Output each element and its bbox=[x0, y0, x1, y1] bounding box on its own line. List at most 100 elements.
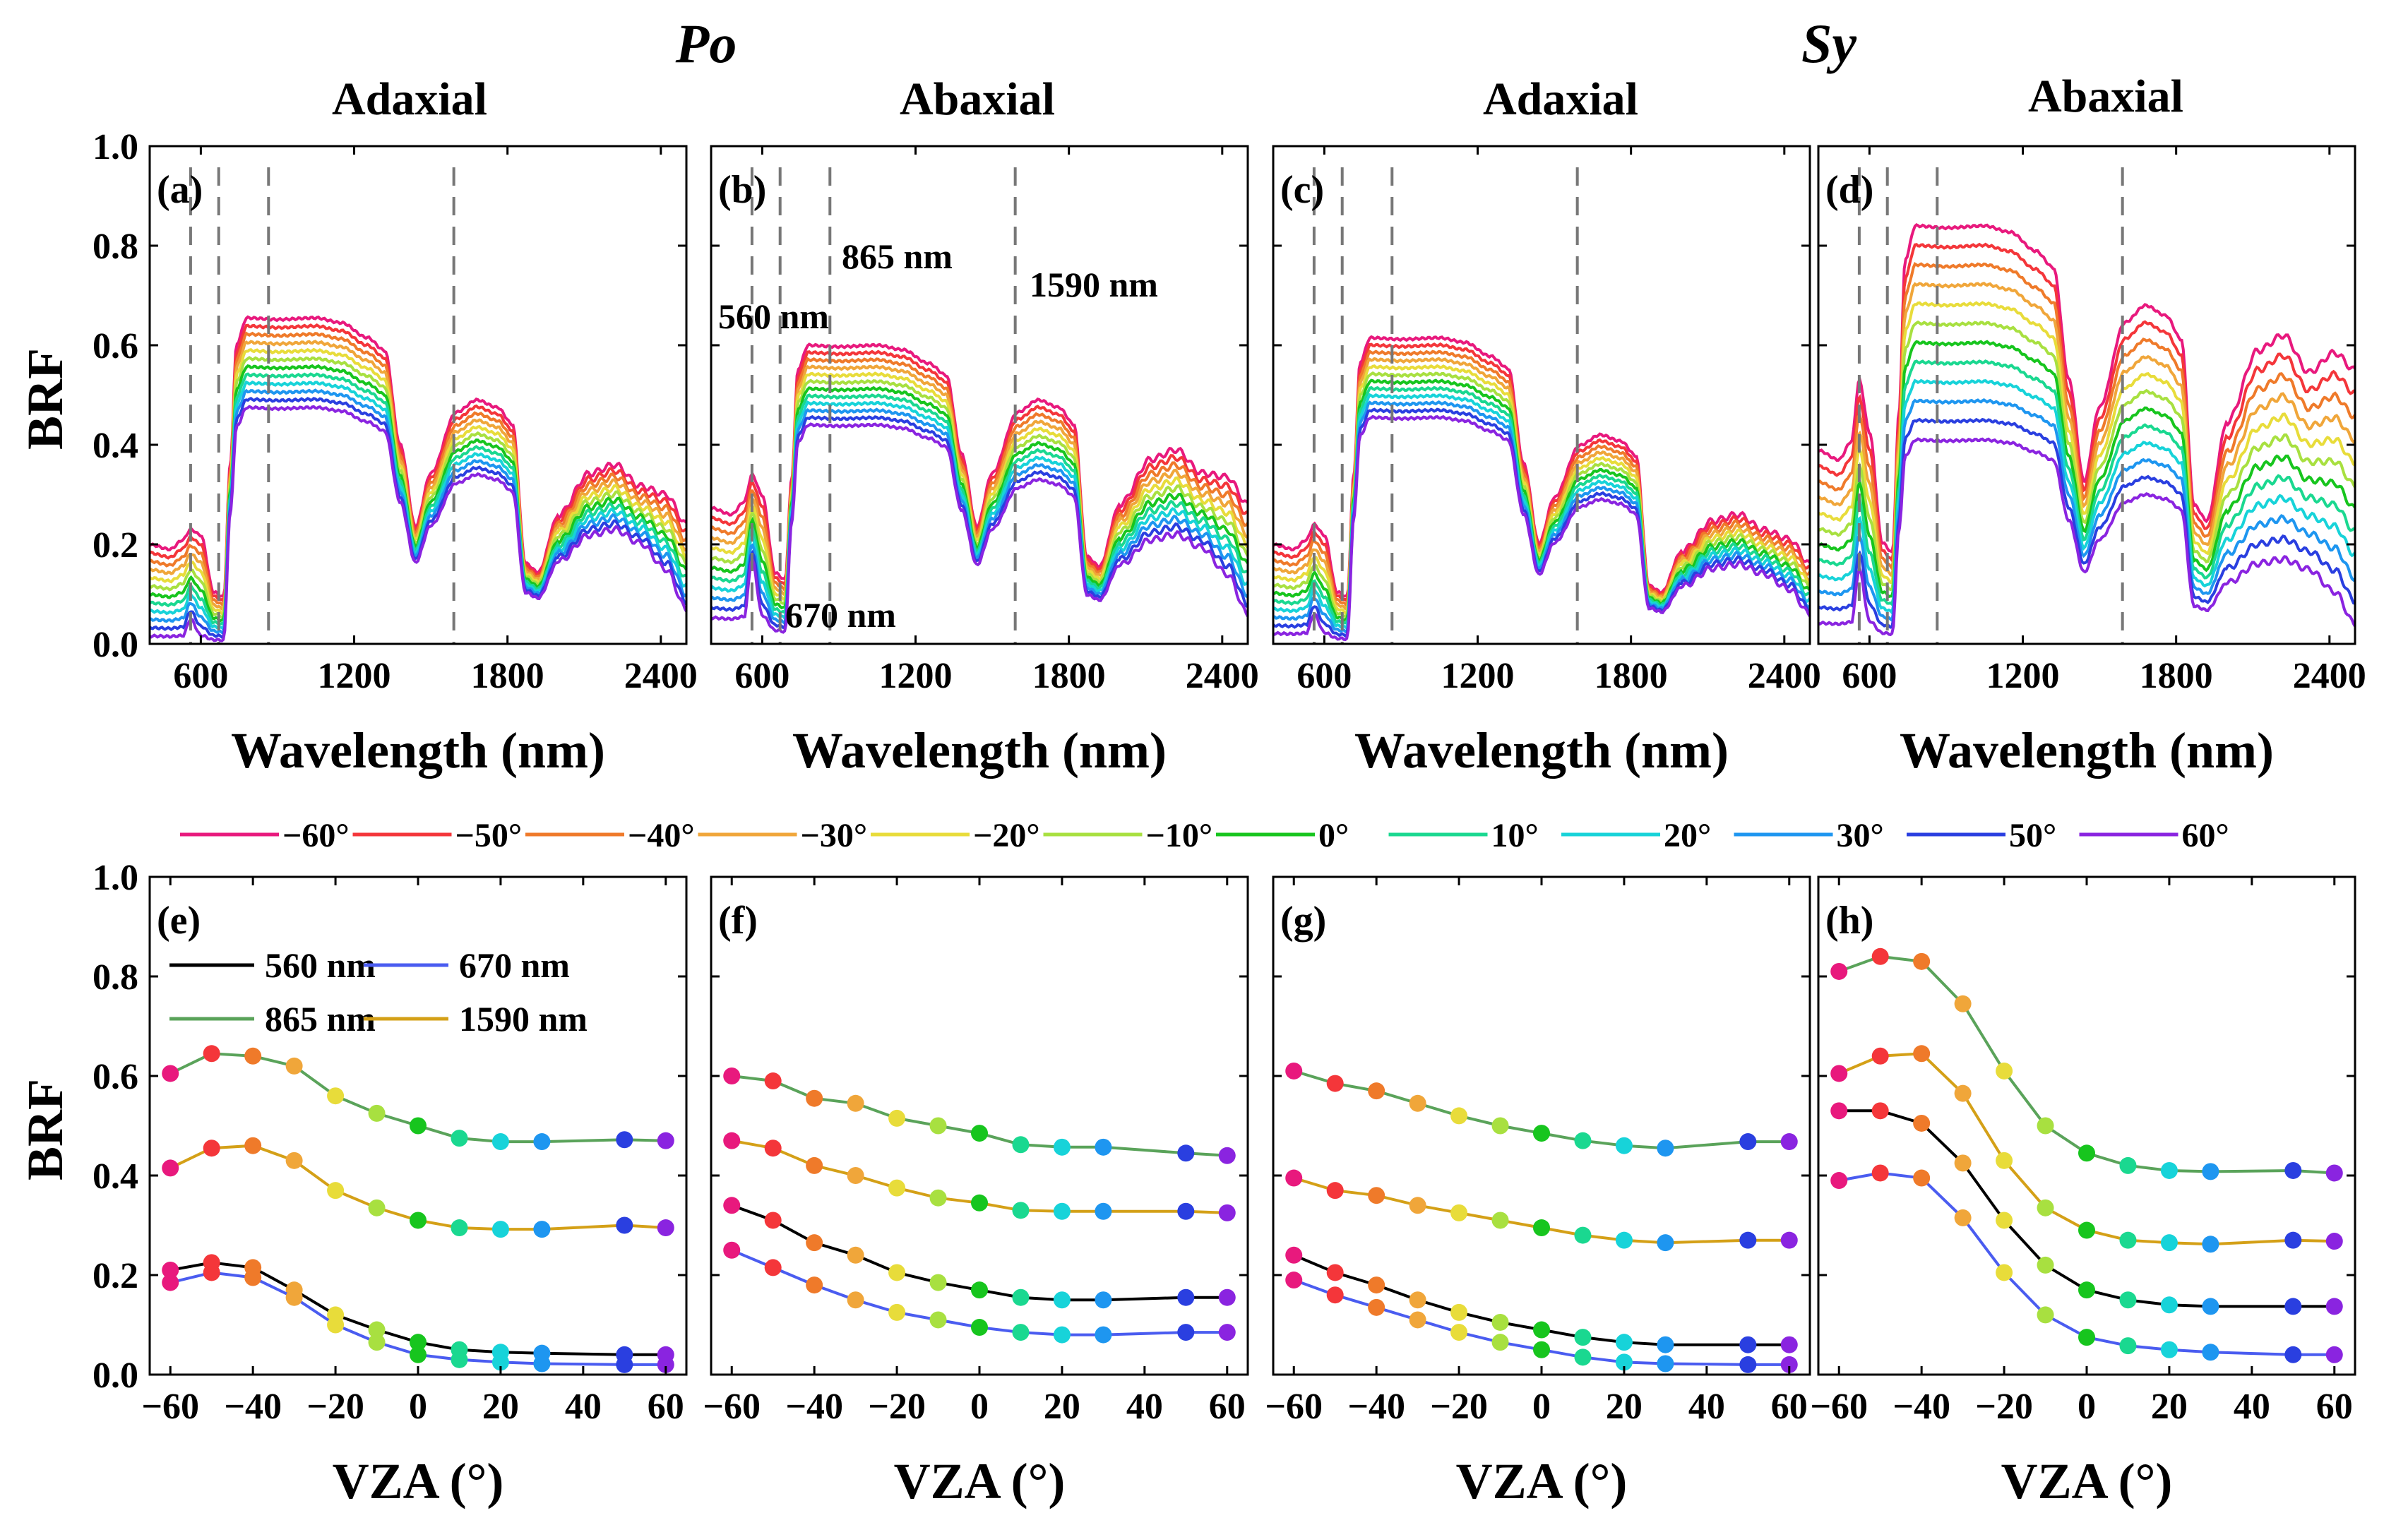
data-point bbox=[203, 1140, 220, 1157]
data-point bbox=[1954, 1154, 1972, 1172]
data-point bbox=[1326, 1286, 1344, 1304]
spectrum-line-vza-2 bbox=[710, 357, 1249, 594]
y-tick-label: 0.0 bbox=[93, 625, 138, 665]
data-point bbox=[1095, 1291, 1112, 1309]
data-point bbox=[806, 1276, 823, 1294]
legend-label: −30° bbox=[801, 817, 868, 854]
data-point bbox=[203, 1264, 220, 1281]
x-tick-label: −20 bbox=[1975, 1387, 2033, 1427]
panel-letter: (e) bbox=[157, 899, 201, 943]
vza-panel-1: −60 −40 −20 0 20 40 60 VZA (°) (f) bbox=[703, 875, 1249, 1509]
legend-label: 20° bbox=[1664, 817, 1711, 854]
data-point bbox=[1830, 962, 1848, 980]
data-point bbox=[1285, 1062, 1303, 1080]
y-tick-label: 0.8 bbox=[93, 227, 138, 267]
y-tick-label: 0.0 bbox=[93, 1356, 138, 1396]
spectral-panel-3: 600 1200 1800 2400 Wavelength (nm) (d) bbox=[1817, 145, 2366, 779]
data-point bbox=[1450, 1107, 1468, 1125]
data-point bbox=[1615, 1137, 1633, 1154]
data-point bbox=[929, 1311, 947, 1329]
data-point bbox=[1450, 1324, 1468, 1341]
x-tick-label: 20 bbox=[482, 1387, 519, 1427]
data-point bbox=[491, 1133, 509, 1151]
data-point bbox=[1780, 1133, 1798, 1151]
data-point bbox=[533, 1221, 551, 1238]
data-point bbox=[764, 1259, 782, 1276]
data-point bbox=[1780, 1231, 1798, 1249]
legend-label: −10° bbox=[1146, 817, 1213, 854]
spectral-panel-0: 0.0 0.2 0.4 0.6 0.8 1.0 600 1200 1800 2400 Wavelen… bbox=[93, 127, 698, 779]
data-point bbox=[1285, 1272, 1303, 1289]
data-point bbox=[244, 1047, 262, 1065]
x-tick-label: 1200 bbox=[1986, 656, 2060, 696]
data-point bbox=[1095, 1138, 1112, 1156]
spectral-panel-1-frame bbox=[710, 145, 1249, 645]
data-point bbox=[327, 1087, 345, 1105]
data-point bbox=[1368, 1276, 1385, 1294]
x-tick-label: 20 bbox=[1606, 1387, 1643, 1427]
band-label-670: 670 nm bbox=[785, 595, 896, 635]
legend-label: −60° bbox=[282, 817, 350, 854]
data-point bbox=[368, 1199, 386, 1216]
panel-title-b: Abaxial bbox=[900, 73, 1055, 125]
data-point bbox=[1913, 1169, 1931, 1187]
x-tick-label: 2400 bbox=[624, 656, 698, 696]
panel-letter: (g) bbox=[1280, 899, 1326, 943]
panel-title-c: Adaxial bbox=[1483, 73, 1638, 125]
legend-label: −50° bbox=[455, 817, 523, 854]
x-tick-label: −60 bbox=[1810, 1387, 1868, 1427]
y-tick-label: 0.2 bbox=[93, 1256, 138, 1296]
x-axis-label: Wavelength (nm) bbox=[1900, 722, 2274, 779]
spectrum-line-vza-7 bbox=[1817, 359, 2356, 607]
y-tick-label: 0.4 bbox=[93, 426, 138, 466]
data-point bbox=[616, 1356, 633, 1373]
data-point bbox=[888, 1303, 906, 1321]
data-point bbox=[847, 1291, 864, 1309]
x-axis-label: VZA (°) bbox=[333, 1453, 504, 1509]
legend-label: 10° bbox=[1491, 817, 1539, 854]
data-point bbox=[285, 1057, 303, 1075]
band-legend-label: 670 nm bbox=[459, 945, 570, 985]
x-tick-label: −20 bbox=[306, 1387, 364, 1427]
spectral-panel-3-frame bbox=[1817, 145, 2356, 645]
data-point bbox=[971, 1281, 988, 1299]
x-axis-label: Wavelength (nm) bbox=[1354, 722, 1729, 779]
ylabel-top: BRF bbox=[17, 348, 73, 450]
data-point bbox=[285, 1288, 303, 1306]
data-point bbox=[1053, 1326, 1071, 1344]
spectrum-line-vza-6 bbox=[1818, 340, 2356, 599]
panel-title-a: Adaxial bbox=[332, 73, 487, 125]
data-point bbox=[1954, 1209, 1972, 1226]
x-tick-label: 600 bbox=[173, 656, 228, 696]
y-tick-label: 1.0 bbox=[93, 858, 138, 898]
x-tick-label: 2400 bbox=[1748, 656, 1821, 696]
data-point bbox=[971, 1125, 988, 1142]
data-point bbox=[2078, 1144, 2095, 1162]
data-point bbox=[806, 1234, 823, 1252]
data-point bbox=[2202, 1236, 2219, 1253]
x-tick-label: 40 bbox=[1688, 1387, 1725, 1427]
band-legend: 560 nm 670 nm 865 nm 1590 nm bbox=[169, 945, 588, 1039]
x-tick-label: 60 bbox=[1771, 1387, 1808, 1427]
panel-letter: (d) bbox=[1825, 168, 1873, 212]
data-point bbox=[1053, 1291, 1071, 1309]
data-point bbox=[723, 1067, 741, 1084]
vza-panels: 0.0 0.2 0.4 0.6 0.8 1.0 −60 −40 −20 0 20 40 60 VZA (°… bbox=[93, 858, 2356, 1509]
data-point bbox=[929, 1274, 947, 1291]
data-point bbox=[723, 1197, 741, 1214]
data-point bbox=[451, 1219, 468, 1237]
data-point bbox=[1326, 1075, 1344, 1092]
data-point bbox=[2284, 1346, 2302, 1363]
data-point bbox=[2119, 1337, 2137, 1355]
spectrum-line-vza-9 bbox=[1272, 400, 1811, 635]
x-tick-label: 60 bbox=[648, 1387, 684, 1427]
data-point bbox=[1871, 1047, 1889, 1065]
data-point bbox=[410, 1212, 427, 1229]
x-tick-label: 0 bbox=[2078, 1387, 2096, 1427]
data-point bbox=[1871, 947, 1889, 965]
band-label-1590: 1590 nm bbox=[1030, 265, 1158, 304]
data-point bbox=[1053, 1202, 1071, 1220]
x-tick-label: 1200 bbox=[318, 656, 391, 696]
vza-panel-3: −60 −40 −20 0 20 40 60 VZA (°) (h) bbox=[1810, 875, 2356, 1509]
spectrum-line-vza-0 bbox=[1818, 223, 2356, 554]
